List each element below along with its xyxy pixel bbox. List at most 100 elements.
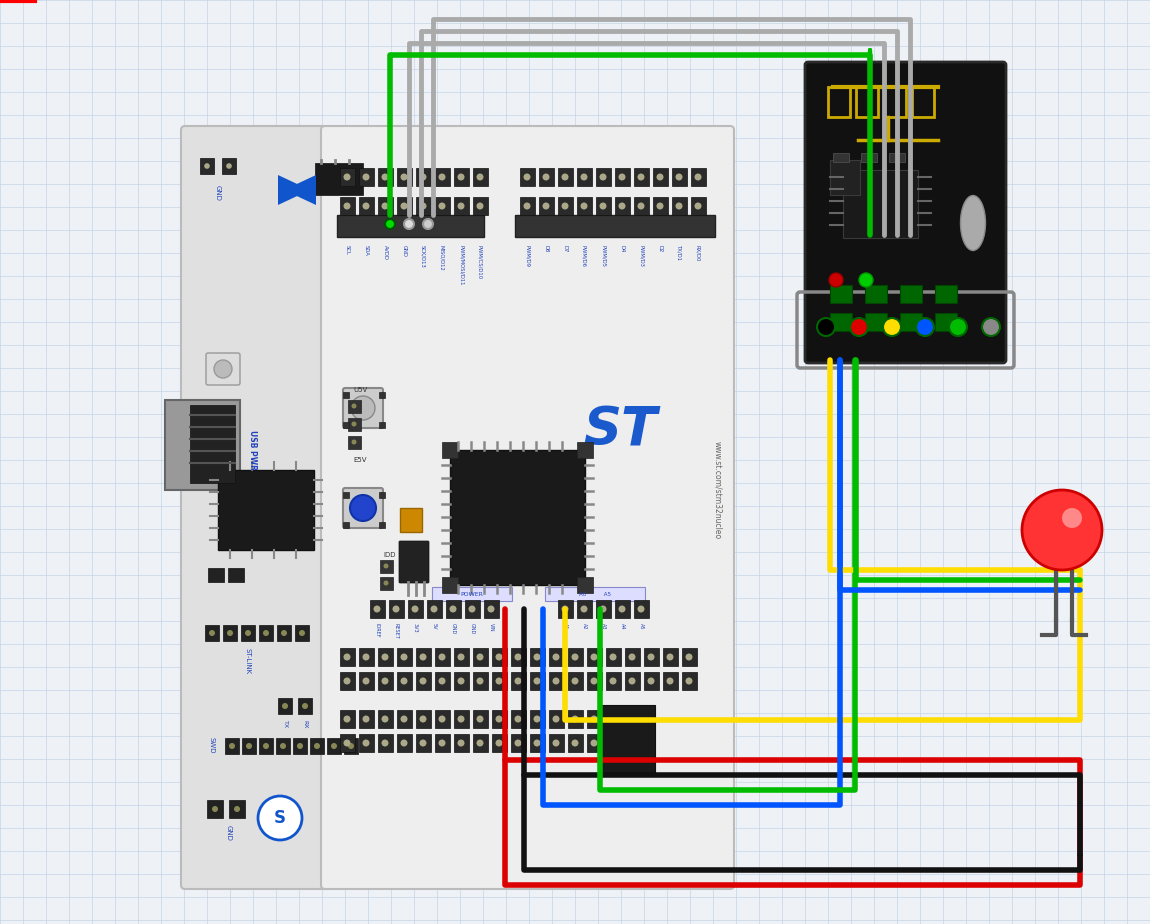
Bar xyxy=(348,418,361,431)
Bar xyxy=(454,710,469,728)
Circle shape xyxy=(816,318,835,336)
Bar xyxy=(900,313,922,331)
Bar xyxy=(492,734,507,752)
Circle shape xyxy=(458,677,465,685)
Bar xyxy=(653,168,668,186)
Circle shape xyxy=(647,653,654,661)
Bar xyxy=(208,568,224,582)
Circle shape xyxy=(637,174,644,180)
Text: A0          A5: A0 A5 xyxy=(578,591,611,597)
Text: MISO/D12: MISO/D12 xyxy=(439,245,445,271)
Text: D2: D2 xyxy=(658,245,662,252)
Bar xyxy=(492,710,507,728)
Bar xyxy=(315,163,363,195)
Bar xyxy=(596,600,611,618)
Circle shape xyxy=(657,174,664,180)
Bar xyxy=(634,600,649,618)
Bar xyxy=(207,800,223,818)
Circle shape xyxy=(350,495,376,521)
Bar xyxy=(900,285,922,303)
Bar xyxy=(378,168,393,186)
Text: PWM/D3: PWM/D3 xyxy=(638,245,644,267)
Circle shape xyxy=(227,164,232,169)
Circle shape xyxy=(534,715,540,723)
Bar xyxy=(397,168,412,186)
Bar xyxy=(624,672,641,690)
Bar xyxy=(298,698,312,714)
Bar xyxy=(596,197,611,215)
Bar xyxy=(359,197,374,215)
Circle shape xyxy=(590,715,598,723)
Bar xyxy=(380,522,385,528)
Circle shape xyxy=(400,174,407,180)
Text: 5V: 5V xyxy=(431,623,437,629)
Bar xyxy=(615,600,630,618)
Circle shape xyxy=(850,318,868,336)
Bar xyxy=(568,710,583,728)
Bar xyxy=(558,168,573,186)
Circle shape xyxy=(476,677,483,685)
Bar xyxy=(865,285,887,303)
Bar xyxy=(416,734,431,752)
Circle shape xyxy=(299,630,305,636)
Circle shape xyxy=(302,703,308,709)
Circle shape xyxy=(667,653,674,661)
Circle shape xyxy=(523,174,530,180)
Bar xyxy=(465,600,480,618)
Circle shape xyxy=(458,653,465,661)
Circle shape xyxy=(552,739,560,747)
Bar xyxy=(225,738,239,754)
Bar xyxy=(397,197,412,215)
Bar xyxy=(577,600,592,618)
Bar xyxy=(442,442,458,458)
Circle shape xyxy=(572,715,578,723)
Circle shape xyxy=(245,630,251,636)
Circle shape xyxy=(282,703,288,709)
Circle shape xyxy=(352,440,356,444)
Bar xyxy=(691,197,706,215)
Circle shape xyxy=(438,715,445,723)
Bar xyxy=(830,313,852,331)
Circle shape xyxy=(400,202,407,210)
Bar xyxy=(577,442,593,458)
Bar xyxy=(615,168,630,186)
Circle shape xyxy=(385,219,394,229)
Bar xyxy=(861,153,877,162)
Bar xyxy=(223,625,237,641)
Circle shape xyxy=(514,739,521,747)
Bar xyxy=(359,710,374,728)
Bar xyxy=(889,153,905,162)
Circle shape xyxy=(263,743,269,749)
Circle shape xyxy=(374,605,381,613)
Circle shape xyxy=(685,677,692,685)
Circle shape xyxy=(552,715,560,723)
Circle shape xyxy=(258,796,302,840)
Circle shape xyxy=(344,677,351,685)
Circle shape xyxy=(420,677,427,685)
Bar xyxy=(370,600,385,618)
Bar xyxy=(530,734,545,752)
Bar xyxy=(577,197,592,215)
Circle shape xyxy=(344,202,351,210)
Circle shape xyxy=(383,580,389,586)
Bar xyxy=(577,577,593,593)
Circle shape xyxy=(534,653,540,661)
Bar xyxy=(586,734,601,752)
Bar xyxy=(380,392,385,398)
Circle shape xyxy=(412,605,419,613)
Circle shape xyxy=(400,715,407,723)
Bar xyxy=(242,625,255,641)
Bar xyxy=(276,738,290,754)
Bar xyxy=(644,648,659,666)
Circle shape xyxy=(229,743,235,749)
Bar xyxy=(397,648,412,666)
Circle shape xyxy=(246,743,252,749)
Text: PWM/D9: PWM/D9 xyxy=(524,245,529,267)
Circle shape xyxy=(351,396,375,420)
Bar xyxy=(416,672,431,690)
Bar xyxy=(828,87,850,117)
Circle shape xyxy=(590,677,598,685)
Text: IOREF: IOREF xyxy=(375,623,380,638)
Circle shape xyxy=(581,202,588,210)
FancyBboxPatch shape xyxy=(343,488,383,528)
